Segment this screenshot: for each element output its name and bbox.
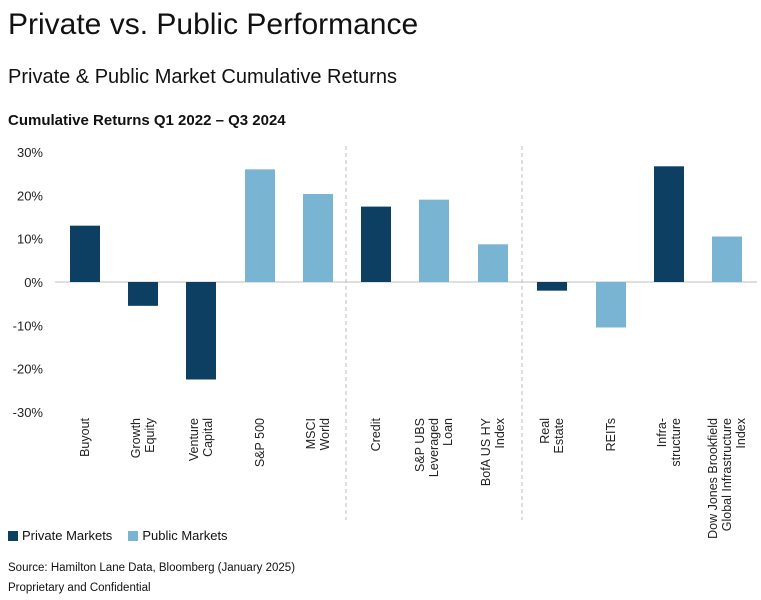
- bar: [596, 282, 626, 328]
- y-tick-label: -30%: [13, 405, 44, 420]
- category-label: Real: [538, 418, 552, 444]
- category-label: Growth: [129, 418, 143, 458]
- y-tick-label: 0%: [24, 275, 43, 290]
- bar: [712, 236, 742, 282]
- category-label: Venture: [187, 418, 201, 461]
- category-label: Index: [493, 417, 507, 448]
- bar: [419, 199, 449, 282]
- category-label: Equity: [143, 417, 157, 452]
- category-label: Estate: [552, 418, 566, 453]
- legend-label-public: Public Markets: [142, 528, 228, 543]
- y-tick-label: 30%: [17, 145, 43, 160]
- legend-label-private: Private Markets: [22, 528, 113, 543]
- y-tick-label: 10%: [17, 232, 43, 247]
- chart-title: Cumulative Returns Q1 2022 – Q3 2024: [8, 112, 286, 129]
- category-label: MSCI: [304, 418, 318, 449]
- y-tick-label: -20%: [13, 362, 44, 377]
- category-label: Leveraged: [427, 418, 441, 477]
- source-note: Source: Hamilton Lane Data, Bloomberg (J…: [8, 562, 296, 574]
- category-label: Buyout: [78, 417, 92, 456]
- category-label: Index: [734, 417, 748, 448]
- category-label: Loan: [441, 418, 455, 446]
- page-subtitle: Private & Public Market Cumulative Retur…: [8, 66, 398, 88]
- bar: [186, 282, 216, 380]
- category-label: World: [318, 418, 332, 450]
- confidential-note: Proprietary and Confidential: [8, 582, 151, 594]
- category-label: Credit: [369, 417, 383, 451]
- y-tick-label: -10%: [13, 318, 44, 333]
- chart-legend: Private Markets Public Markets: [8, 528, 238, 543]
- category-label: S&P UBS: [413, 418, 427, 472]
- bar: [128, 282, 158, 306]
- bar: [537, 282, 567, 291]
- category-label: BofA US HY: [479, 417, 493, 486]
- bar: [245, 169, 275, 282]
- bar: [70, 225, 100, 282]
- category-label: Capital: [201, 418, 215, 457]
- bar: [303, 194, 333, 282]
- page-title: Private vs. Public Performance: [8, 8, 419, 41]
- category-label: REITs: [604, 418, 618, 451]
- bar: [654, 166, 684, 282]
- category-label: Global Infrastructure: [720, 418, 734, 531]
- legend-item-public: Public Markets: [128, 528, 228, 543]
- bar: [361, 206, 391, 282]
- legend-swatch-public: [128, 530, 139, 541]
- y-tick-label: 20%: [17, 188, 43, 203]
- legend-item-private: Private Markets: [8, 528, 112, 543]
- legend-swatch-private: [8, 530, 18, 541]
- category-label: structure: [669, 418, 683, 467]
- category-label: Infra-: [655, 418, 669, 447]
- category-label: S&P 500: [253, 418, 267, 467]
- category-label: Dow Jones Brookfield: [706, 418, 720, 539]
- bar: [478, 244, 508, 282]
